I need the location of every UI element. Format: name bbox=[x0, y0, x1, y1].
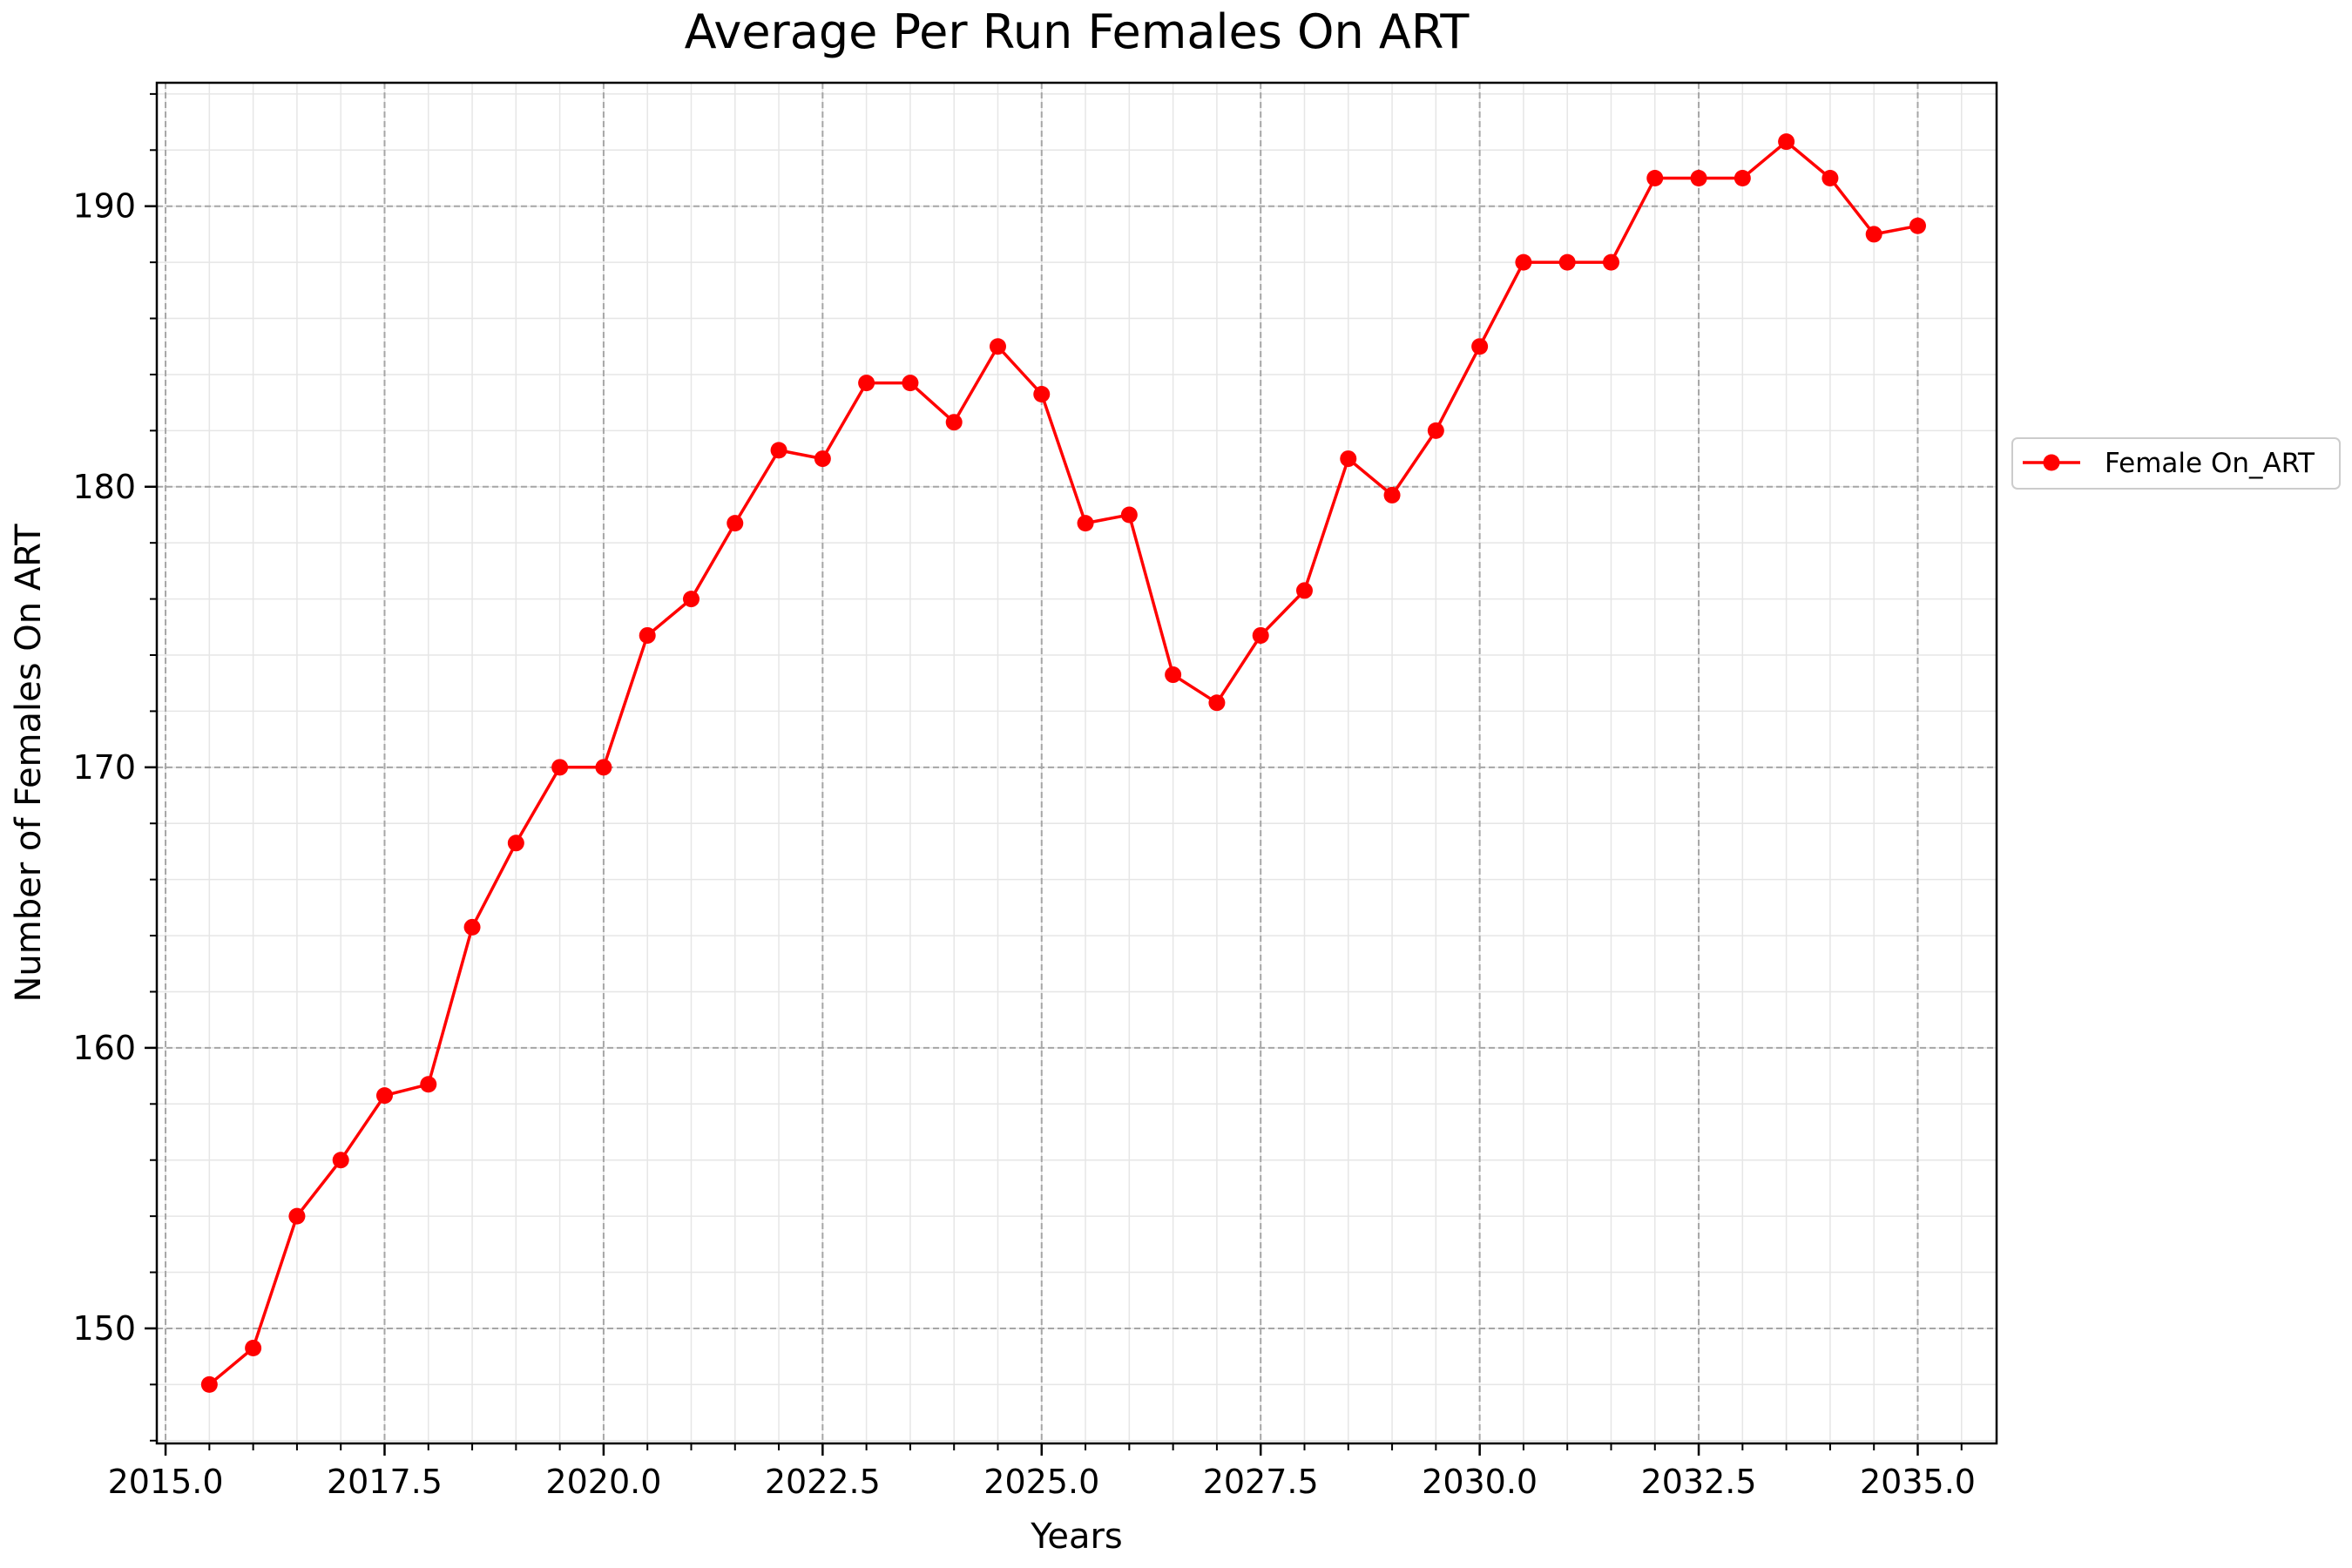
data-point bbox=[1646, 170, 1664, 187]
x-tick-label: 2025.0 bbox=[983, 1463, 1099, 1501]
y-tick-label: 170 bbox=[72, 748, 136, 787]
data-point bbox=[1427, 422, 1444, 439]
x-axis-label: Years bbox=[1030, 1517, 1123, 1557]
legend: Female On_ART bbox=[2011, 437, 2341, 490]
data-point bbox=[595, 759, 612, 776]
data-point bbox=[902, 375, 919, 392]
y-tick-label: 150 bbox=[72, 1309, 136, 1348]
legend-box bbox=[2011, 437, 2341, 490]
series-layer bbox=[200, 133, 1926, 1393]
legend-marker-swatch bbox=[2043, 454, 2060, 471]
x-tick-label: 2032.5 bbox=[1641, 1463, 1757, 1501]
chart-title: Average Per Run Females On ART bbox=[685, 4, 1470, 59]
major-grid bbox=[157, 83, 1997, 1443]
data-point bbox=[200, 1375, 218, 1393]
series-line bbox=[208, 139, 1918, 1386]
x-tick-label: 2020.0 bbox=[545, 1463, 661, 1501]
data-point bbox=[1252, 626, 1269, 644]
data-point bbox=[245, 1339, 262, 1356]
data-point bbox=[507, 835, 524, 852]
data-point bbox=[332, 1152, 349, 1169]
data-point bbox=[463, 918, 481, 936]
data-point bbox=[551, 759, 569, 776]
data-point bbox=[375, 1087, 393, 1105]
y-tick-label: 190 bbox=[72, 187, 136, 226]
data-point bbox=[639, 626, 656, 644]
data-point bbox=[1778, 133, 1795, 151]
data-point bbox=[1909, 217, 1926, 234]
data-point bbox=[1165, 666, 1182, 684]
data-point bbox=[1033, 385, 1051, 402]
y-tick-label: 160 bbox=[72, 1029, 136, 1067]
data-point bbox=[1471, 338, 1489, 355]
data-point bbox=[1602, 253, 1619, 271]
x-tick-label: 2015.0 bbox=[108, 1463, 224, 1501]
data-point bbox=[1821, 170, 1839, 187]
data-point bbox=[770, 442, 787, 459]
x-tick-label: 2017.5 bbox=[327, 1463, 443, 1501]
data-point bbox=[1865, 226, 1882, 243]
data-point bbox=[945, 414, 963, 431]
data-point bbox=[727, 515, 744, 532]
data-point bbox=[1295, 582, 1313, 599]
plot-frame bbox=[155, 81, 1998, 1445]
data-point bbox=[814, 450, 831, 468]
legend-label: Female On_ART bbox=[2105, 448, 2315, 479]
data-point bbox=[1208, 694, 1226, 712]
data-point bbox=[288, 1207, 306, 1225]
data-point bbox=[1383, 486, 1401, 504]
data-point bbox=[1340, 450, 1357, 468]
x-axis-ticks: 2015.0 2017.5 2020.0 2022.5 2025.0 2027.5 2030… bbox=[108, 1443, 1976, 1501]
y-tick-label: 180 bbox=[72, 468, 136, 506]
x-tick-label: 2030.0 bbox=[1422, 1463, 1538, 1501]
x-tick-label: 2022.5 bbox=[765, 1463, 881, 1501]
data-point bbox=[1515, 253, 1532, 271]
y-axis-ticks: 150 160 170 180 190 bbox=[72, 92, 157, 1442]
data-point bbox=[1690, 170, 1707, 187]
data-point bbox=[682, 591, 700, 608]
data-point bbox=[420, 1076, 437, 1093]
y-axis-label: Number of Females On ART bbox=[9, 524, 49, 1003]
data-point bbox=[1120, 506, 1138, 524]
data-point bbox=[858, 375, 875, 392]
x-tick-label: 2035.0 bbox=[1860, 1463, 1976, 1501]
data-point bbox=[989, 338, 1006, 355]
x-tick-label: 2027.5 bbox=[1203, 1463, 1319, 1501]
minor-grid bbox=[157, 83, 1997, 1443]
data-point bbox=[1734, 170, 1751, 187]
data-point bbox=[1077, 515, 1094, 532]
data-point bbox=[1558, 253, 1576, 271]
